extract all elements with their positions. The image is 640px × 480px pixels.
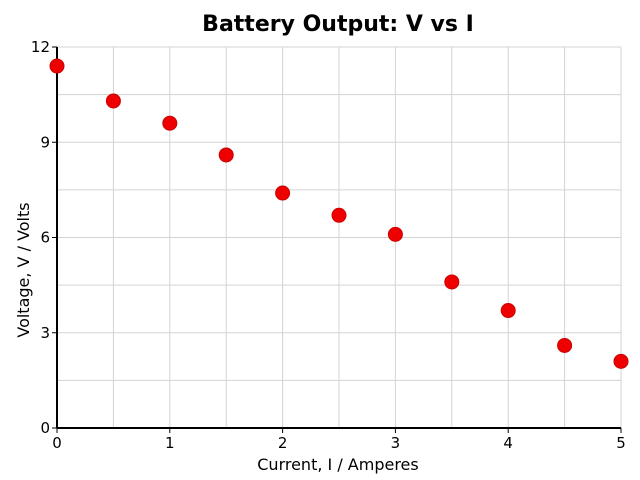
x-axis-label: Current, I / Amperes (257, 455, 418, 474)
x-tick-label: 0 (52, 434, 62, 452)
grid (56, 46, 622, 429)
y-tick-label: 3 (40, 324, 50, 342)
x-tick-label: 5 (616, 434, 626, 452)
data-point (444, 274, 460, 290)
chart-title: Battery Output: V vs I (202, 12, 474, 37)
y-axis-label: Voltage, V / Volts (14, 202, 33, 337)
y-tick-label: 9 (40, 133, 50, 151)
data-point (49, 58, 65, 74)
y-tick-label: 6 (40, 229, 50, 247)
x-tick-label: 1 (165, 434, 175, 452)
data-point (162, 115, 178, 131)
data-point (331, 207, 347, 223)
x-tick-label: 2 (278, 434, 288, 452)
y-tick-label: 0 (40, 419, 50, 437)
data-point (557, 337, 573, 353)
y-tick-label: 12 (31, 38, 50, 56)
axes (52, 46, 622, 433)
data-point (387, 226, 403, 242)
x-tick-label: 4 (503, 434, 513, 452)
data-point (218, 147, 234, 163)
data-point (105, 93, 121, 109)
data-points (49, 58, 629, 369)
x-tick-label: 3 (391, 434, 401, 452)
data-point (500, 303, 516, 319)
data-point (275, 185, 291, 201)
data-point (613, 353, 629, 369)
